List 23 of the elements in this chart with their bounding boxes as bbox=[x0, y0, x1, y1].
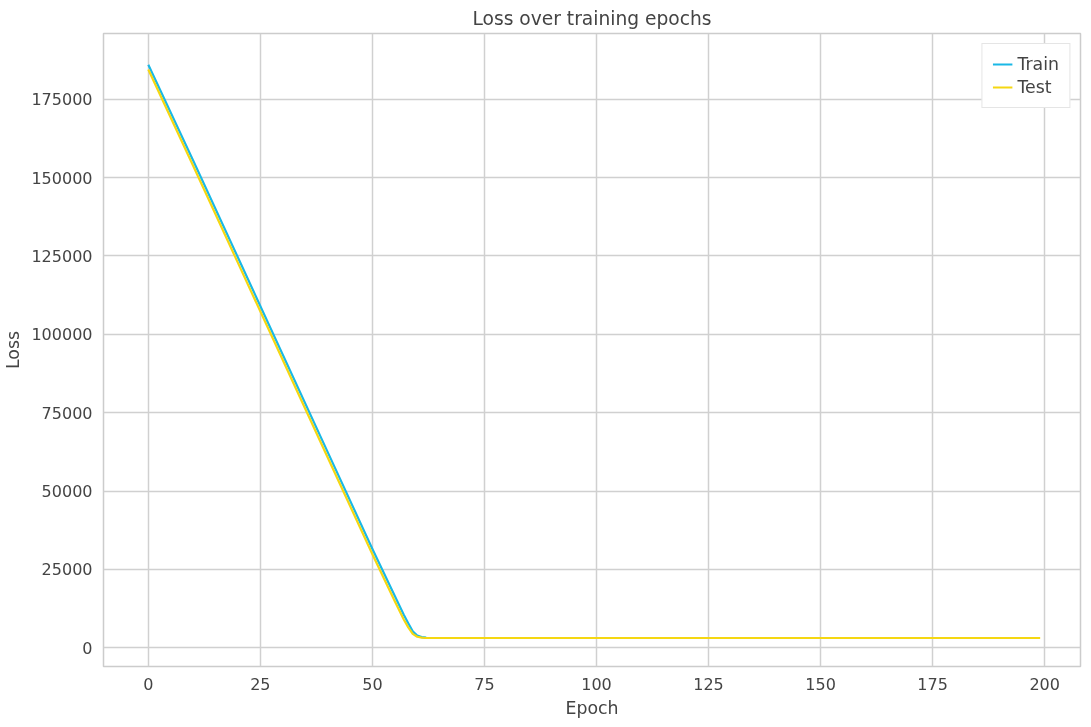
x-tick-label: 150 bbox=[805, 674, 836, 694]
legend-label: Train bbox=[1017, 54, 1059, 74]
y-tick-label: 100000 bbox=[31, 325, 93, 345]
x-tick-label: 175 bbox=[917, 674, 948, 694]
y-axis-title: Loss bbox=[3, 330, 24, 369]
x-axis-title: Epoch bbox=[565, 697, 619, 718]
y-tick-label: 75000 bbox=[41, 403, 93, 423]
chart-title: Loss over training epochs bbox=[472, 7, 712, 29]
y-tick-label: 150000 bbox=[31, 168, 93, 188]
x-tick-label: 200 bbox=[1029, 674, 1060, 694]
x-tick-label: 75 bbox=[474, 674, 495, 694]
y-tick-label: 25000 bbox=[41, 560, 93, 580]
x-tick-label: 50 bbox=[362, 674, 383, 694]
x-tick-label: 0 bbox=[143, 674, 154, 694]
x-tick-label: 25 bbox=[250, 674, 271, 694]
y-tick-label: 125000 bbox=[31, 246, 93, 266]
y-tick-label: 50000 bbox=[41, 482, 93, 502]
x-tick-label: 125 bbox=[693, 674, 724, 694]
y-tick-label: 175000 bbox=[31, 90, 93, 110]
x-tick-label: 100 bbox=[581, 674, 612, 694]
line-series bbox=[147, 63, 428, 639]
legend-label: Test bbox=[1017, 77, 1052, 97]
y-tick-label: 0 bbox=[82, 638, 93, 658]
